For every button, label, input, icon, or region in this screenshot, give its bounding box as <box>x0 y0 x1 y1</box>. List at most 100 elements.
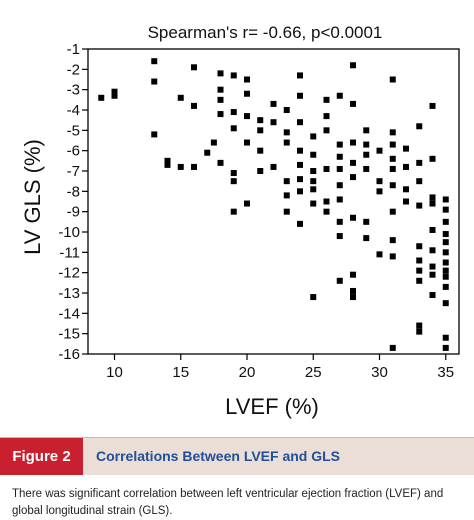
data-point <box>389 344 396 351</box>
x-tick-label: 30 <box>371 364 388 381</box>
data-point <box>151 58 158 65</box>
data-point <box>164 161 171 168</box>
data-point <box>230 208 237 215</box>
y-tick-label: -8 <box>67 183 80 200</box>
data-point <box>389 253 396 260</box>
x-tick-label: 10 <box>106 364 123 381</box>
data-point <box>230 109 237 116</box>
y-axis-ticks: -1 -2 -3 -4 -5 -6 -7 -8 -9 -10 -11 -12 -13 -14 -15 -16 <box>58 41 88 363</box>
data-point <box>244 113 250 120</box>
data-point <box>257 117 264 124</box>
correlation-annotation: Spearman's r= -0.66, p<0.0001 <box>148 23 383 42</box>
data-point <box>429 271 436 278</box>
data-point <box>283 208 290 215</box>
figure-title: Correlations Between LVEF and GLS <box>96 448 341 464</box>
data-point <box>350 294 356 301</box>
data-point <box>270 163 277 170</box>
plot-border <box>87 48 460 355</box>
data-point <box>257 168 264 174</box>
y-axis-label: LV GLS (%) <box>20 139 45 255</box>
data-point <box>270 119 277 126</box>
data-point <box>376 251 383 258</box>
data-point <box>111 92 118 99</box>
data-point <box>257 127 264 134</box>
data-point <box>217 111 224 118</box>
data-point <box>416 123 423 130</box>
data-point <box>442 259 449 266</box>
data-point <box>204 149 211 156</box>
y-tick-label: -2 <box>67 61 80 78</box>
y-tick-label: -12 <box>58 265 80 282</box>
x-axis-label: LVEF (%) <box>225 394 319 419</box>
data-point <box>363 141 370 148</box>
y-tick-label: -6 <box>67 143 80 160</box>
data-point <box>230 125 237 132</box>
data-point <box>244 76 250 83</box>
data-point <box>297 188 303 195</box>
data-point <box>283 139 290 146</box>
data-point <box>416 322 423 329</box>
data-point <box>297 176 303 183</box>
data-point <box>389 141 396 148</box>
data-point <box>389 76 396 83</box>
x-tick-label: 20 <box>239 364 256 381</box>
data-point <box>244 200 250 207</box>
data-point <box>297 220 303 227</box>
figure-caption-bar: Figure 2 Correlations Between LVEF and G… <box>0 437 474 475</box>
y-tick-label: -10 <box>58 224 80 241</box>
data-point <box>442 334 449 341</box>
data-point <box>442 273 449 280</box>
scatter-chart: Spearman's r= -0.66, p<0.0001 10 15 20 25 30… <box>20 23 460 419</box>
x-tick-label: 25 <box>305 364 322 381</box>
data-point <box>350 100 356 107</box>
data-point <box>376 178 383 185</box>
data-point <box>350 271 356 278</box>
data-point <box>429 102 436 109</box>
data-point <box>376 188 383 195</box>
data-point <box>297 161 303 168</box>
data-point <box>191 64 197 71</box>
data-point <box>283 129 290 136</box>
data-point <box>442 231 449 238</box>
data-point <box>350 139 356 146</box>
data-point <box>363 127 370 134</box>
data-point <box>323 127 330 134</box>
data-point <box>350 174 356 181</box>
x-tick-label: 15 <box>172 364 189 381</box>
plot-frame <box>87 48 460 355</box>
data-point <box>151 78 158 85</box>
data-point <box>350 62 356 69</box>
data-point <box>323 96 330 103</box>
data-point <box>217 86 224 93</box>
data-point <box>244 139 250 146</box>
data-point <box>323 208 330 215</box>
data-point <box>429 155 436 162</box>
data-point <box>310 151 317 158</box>
data-point <box>416 257 423 264</box>
data-point <box>270 100 277 107</box>
data-point <box>310 178 317 185</box>
data-point <box>416 267 423 274</box>
y-tick-label: -16 <box>58 346 80 363</box>
data-point <box>403 145 409 152</box>
data-point <box>429 292 436 299</box>
data-point <box>310 133 317 140</box>
y-tick-label: -1 <box>67 41 80 58</box>
data-point <box>297 119 303 126</box>
data-point <box>191 102 197 109</box>
data-point <box>230 170 237 177</box>
x-axis-ticks: 10 15 20 25 30 35 <box>106 354 454 381</box>
data-point <box>389 237 396 244</box>
data-point <box>336 92 343 99</box>
data-point <box>297 147 303 154</box>
data-point <box>336 233 343 240</box>
data-point <box>336 218 343 225</box>
x-tick-label: 35 <box>437 364 454 381</box>
data-point <box>336 196 343 203</box>
y-tick-label: -13 <box>58 285 80 302</box>
data-point <box>336 153 343 160</box>
data-point <box>297 92 303 99</box>
data-point <box>442 283 449 290</box>
data-point <box>323 113 330 120</box>
data-point <box>389 129 396 136</box>
